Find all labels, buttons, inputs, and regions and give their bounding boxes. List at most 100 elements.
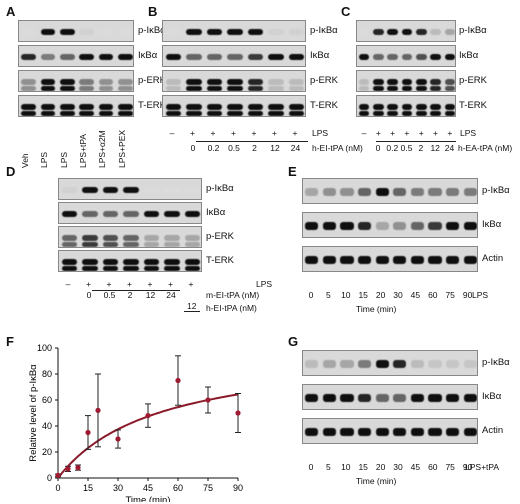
blot-band xyxy=(21,111,36,116)
blot-band xyxy=(401,111,413,116)
panel-label-d: D xyxy=(6,164,16,179)
blot-band xyxy=(305,394,319,402)
blot-band xyxy=(164,242,180,247)
panel-c-dose-label: h-EA-tPA (nM) xyxy=(458,143,513,153)
time-value: 20 xyxy=(375,290,386,300)
blot-band xyxy=(79,111,94,116)
blot-band xyxy=(98,111,114,116)
row-label: p-ERK xyxy=(206,231,234,242)
blot-band xyxy=(401,78,413,86)
blot-band xyxy=(415,78,427,86)
blot-strip xyxy=(18,70,134,92)
lps-sign: + xyxy=(188,279,194,289)
blot-band xyxy=(393,188,407,196)
row-label: p-ERK xyxy=(459,75,487,86)
panel-label-c: C xyxy=(341,4,351,19)
blot-band xyxy=(446,428,460,436)
time-value: 0 xyxy=(308,462,314,472)
blot-band xyxy=(358,394,372,402)
blot-strip xyxy=(58,202,202,224)
blot-band xyxy=(102,210,119,218)
blot-band xyxy=(98,103,114,111)
panel-b-dose-label: h-EI-tPA (nM) xyxy=(312,143,363,153)
blot-band xyxy=(123,258,139,266)
blot-band xyxy=(428,188,442,196)
blot-band xyxy=(387,53,399,61)
blot-band xyxy=(185,258,201,266)
blot-band xyxy=(373,28,384,36)
blot-band xyxy=(430,86,441,91)
blot-band xyxy=(373,86,384,91)
blot-band xyxy=(401,86,413,91)
blot-band xyxy=(206,78,223,86)
blot-band xyxy=(305,428,319,436)
blot-band xyxy=(289,53,305,61)
panel-b-lps-label: LPS xyxy=(312,128,329,138)
blot-band xyxy=(387,78,399,86)
data-point xyxy=(85,429,91,436)
blot-band xyxy=(289,111,305,116)
blot-band xyxy=(446,360,460,368)
blot-band xyxy=(415,28,427,36)
panel-d-lps-label: LPS xyxy=(256,279,273,289)
blot-band xyxy=(444,53,455,61)
lps-sign: + xyxy=(390,128,396,138)
row-label: p-ERK xyxy=(310,75,338,86)
lane-label: LPS+tPA xyxy=(77,133,88,168)
blot-band xyxy=(430,103,441,111)
row-label: T-ERK xyxy=(206,255,234,266)
blot-band xyxy=(186,86,202,91)
time-value: 45 xyxy=(410,462,421,472)
blot-strip xyxy=(302,350,478,376)
lps-sign: + xyxy=(433,128,438,138)
blot-band xyxy=(143,258,160,266)
blot-band xyxy=(186,78,202,86)
panel-g-treatment: LPS+tPA xyxy=(465,462,500,472)
data-point xyxy=(95,407,101,413)
x-tick-label: 30 xyxy=(113,483,123,493)
blot-band xyxy=(40,111,56,116)
panel-e-treatment: LPS xyxy=(472,290,489,300)
panel-label-f: F xyxy=(6,334,14,349)
blot-band xyxy=(165,78,181,86)
blot-band xyxy=(358,86,370,91)
blot-band xyxy=(98,86,114,91)
blot-band xyxy=(322,360,336,368)
blot-band xyxy=(463,188,477,196)
blot-band xyxy=(118,86,133,91)
blot-band xyxy=(446,222,460,230)
lps-sign: – xyxy=(169,128,175,138)
blot-band xyxy=(463,222,477,230)
row-label: T-ERK xyxy=(459,100,487,111)
blot-band xyxy=(373,78,384,86)
lps-sign: + xyxy=(251,128,257,138)
blot-band xyxy=(373,53,384,61)
blot-band xyxy=(446,188,460,196)
lps-sign: – xyxy=(361,128,367,138)
blot-band xyxy=(40,86,56,91)
blot-band xyxy=(305,222,319,230)
blot-band xyxy=(373,111,384,116)
blot-strip xyxy=(58,226,202,248)
data-point xyxy=(75,465,81,471)
blot-band xyxy=(247,28,264,36)
blot-band xyxy=(430,53,441,61)
blot-band xyxy=(358,28,370,36)
blot-band xyxy=(446,394,460,402)
lps-sign: + xyxy=(147,279,153,289)
blot-band xyxy=(358,111,370,116)
blot-band xyxy=(444,28,455,36)
dose-value: 24 xyxy=(290,143,301,153)
blot-band xyxy=(387,111,399,116)
blot-band xyxy=(322,394,336,402)
blot-strip xyxy=(302,178,478,204)
time-value: 30 xyxy=(393,462,403,472)
blot-band xyxy=(102,266,119,271)
blot-band xyxy=(247,53,264,61)
blot-band xyxy=(21,86,36,91)
lps-sign: + xyxy=(272,128,277,138)
blot-band xyxy=(444,103,455,111)
blot-band xyxy=(305,360,319,368)
blot-band xyxy=(60,86,75,91)
blot-band xyxy=(375,222,389,230)
